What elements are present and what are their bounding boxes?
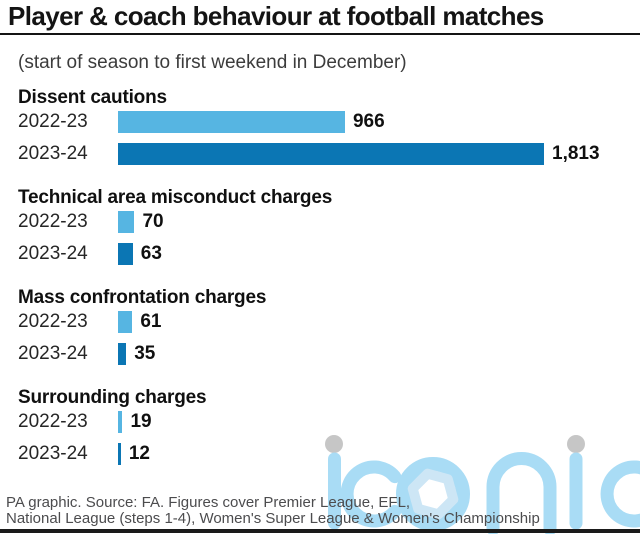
bar-row: 2022-23 61 (0, 311, 640, 333)
value-label: 1,813 (552, 143, 600, 164)
bar (118, 111, 345, 133)
year-label: 2022-23 (18, 111, 88, 132)
bottom-bar (0, 529, 640, 533)
year-label: 2023-24 (18, 143, 88, 164)
bar (118, 443, 121, 465)
section-heading: Technical area misconduct charges (18, 187, 333, 208)
bar-row: 2023-24 12 (0, 443, 640, 465)
value-label: 966 (352, 111, 385, 132)
chart-section: Mass confrontation charges 2022-23 61 2023-… (0, 287, 640, 365)
section-heading: Surrounding charges (18, 387, 207, 408)
value-label: 61 (140, 311, 162, 332)
value-label: 12 (128, 443, 150, 464)
section-heading: Mass confrontation charges (18, 287, 267, 308)
bar (118, 411, 123, 433)
chart-section: Technical area misconduct charges 2022-23… (0, 187, 640, 265)
bar (118, 243, 133, 265)
source-line-2: National League (steps 1-4), Women's Sup… (6, 510, 540, 527)
value-label: 63 (140, 243, 162, 264)
bar-row: 2023-24 35 (0, 343, 640, 365)
value-label: 35 (134, 343, 156, 364)
bar-row: 2022-23 70 (0, 211, 640, 233)
year-label: 2023-24 (18, 443, 88, 464)
year-label: 2022-23 (18, 411, 88, 432)
bar (118, 211, 135, 233)
bar (118, 311, 133, 333)
page-title: Player & coach behaviour at football mat… (8, 1, 544, 31)
chart-section: Dissent cautions 2022-23 966 2023-24 1,813 (0, 87, 640, 165)
year-label: 2022-23 (18, 311, 88, 332)
subtitle: (start of season to first weekend in Dec… (18, 52, 407, 73)
year-label: 2023-24 (18, 343, 88, 364)
chart-sections: Dissent cautions 2022-23 966 2023-24 1,813 Te… (0, 87, 640, 465)
year-label: 2023-24 (18, 243, 88, 264)
value-label: 19 (130, 411, 152, 432)
bar-row: 2023-24 1,813 (0, 143, 640, 165)
title-divider (0, 33, 640, 35)
chart-section: Surrounding charges 2022-23 19 2023-24 12 (0, 387, 640, 465)
bar-row: 2022-23 966 (0, 111, 640, 133)
section-heading: Dissent cautions (18, 87, 167, 108)
value-label: 70 (142, 211, 164, 232)
bar (118, 343, 127, 365)
bar-row: 2023-24 63 (0, 243, 640, 265)
watermark-letter-c2 (600, 460, 640, 528)
source-note: PA graphic. Source: FA. Figures cover Pr… (6, 495, 540, 527)
source-line-1: PA graphic. Source: FA. Figures cover Pr… (6, 494, 411, 511)
bar-row: 2022-23 19 (0, 411, 640, 433)
bar (118, 143, 544, 165)
year-label: 2022-23 (18, 211, 88, 232)
